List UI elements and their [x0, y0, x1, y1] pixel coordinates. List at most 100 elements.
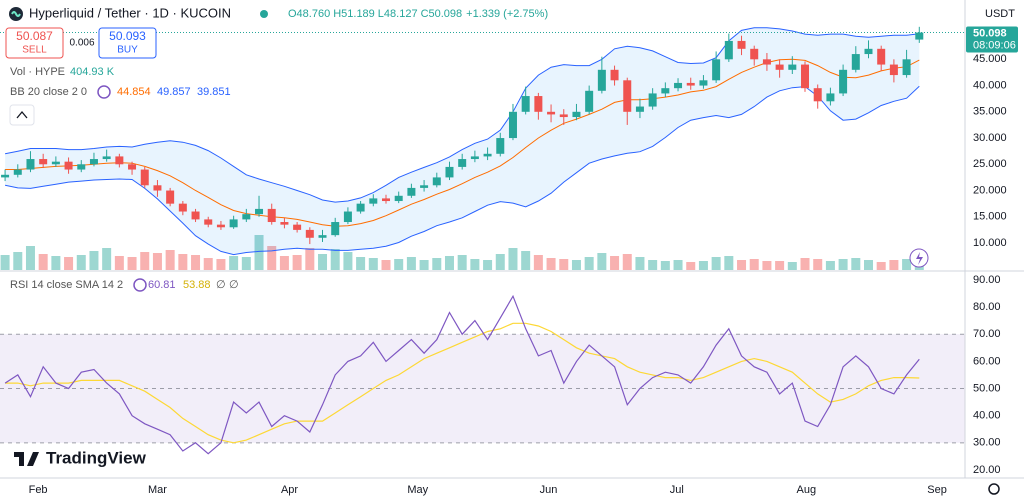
candle-body — [788, 64, 797, 70]
volume-bar — [432, 258, 442, 270]
y-tick-label: 35.000 — [973, 106, 1007, 118]
volume-bar — [864, 260, 873, 270]
volume-bar — [660, 261, 670, 270]
candle-body — [508, 111, 517, 139]
candle-body — [331, 222, 340, 236]
buy-button[interactable]: 50.093 BUY — [98, 27, 157, 59]
candle-body — [559, 114, 568, 118]
rsi-icon[interactable] — [133, 278, 147, 292]
candle-body — [255, 208, 264, 215]
volume-bar — [800, 258, 810, 270]
volume-bar — [102, 248, 112, 270]
currency[interactable]: USDT — [985, 8, 1015, 20]
y-tick-label: 90.00 — [973, 274, 1001, 286]
brand-name: TradingView — [46, 448, 147, 467]
volume-bar — [178, 254, 188, 270]
buy-label[interactable]: BUY — [117, 45, 138, 56]
y-tick-label: 40.000 — [973, 79, 1007, 91]
bb-icon[interactable] — [97, 85, 111, 99]
volume-legend-value: 404.93 K — [70, 66, 115, 78]
ohlc-change: +1.339 (+2.75%) — [466, 8, 548, 20]
candle-body — [432, 177, 441, 186]
bb-legend: BB 20 close 2 0 — [10, 86, 87, 98]
sell-price[interactable]: 50.087 — [16, 29, 53, 43]
ohlc-legend: O48.760 H51.189 L48.127 C50.098 +1.339 (+2.7… — [288, 8, 548, 20]
candle-body — [39, 159, 48, 165]
collapse-button[interactable] — [9, 104, 35, 126]
candle-body — [115, 156, 124, 165]
rsi-value: 60.81 — [148, 279, 176, 291]
candle-body — [712, 59, 721, 81]
candle-body — [902, 59, 911, 76]
volume-bar — [724, 256, 734, 270]
volume-bar — [165, 250, 175, 270]
candle-body — [851, 54, 860, 70]
y-tick-label: 20.00 — [973, 464, 1001, 476]
rsi-empty-value: ∅ — [229, 279, 239, 291]
candle-body — [356, 203, 365, 212]
candle-body — [13, 169, 22, 175]
candle-body — [191, 211, 200, 220]
volume-bar — [813, 259, 823, 270]
volume-bar — [25, 246, 35, 270]
candle-body — [458, 159, 467, 167]
volume-bar — [698, 261, 708, 270]
candle-body — [864, 48, 873, 55]
candle-body — [369, 198, 378, 204]
volume-bar — [914, 265, 924, 270]
volume-bar — [0, 255, 10, 270]
candle-body — [483, 153, 492, 157]
candle-body — [610, 69, 619, 81]
settings-icon[interactable] — [988, 483, 1000, 495]
volume-bar — [229, 256, 239, 270]
candle-body — [293, 224, 302, 230]
volume-bar — [508, 248, 518, 270]
volume-bar — [444, 256, 454, 270]
collapse-icon[interactable] — [16, 110, 28, 119]
candle-body — [204, 219, 213, 225]
volume-bar — [254, 235, 264, 270]
volume-bar — [76, 255, 86, 270]
volume-bar — [216, 259, 226, 270]
volume-bar — [356, 257, 366, 270]
volume-bar — [51, 256, 61, 270]
volume-bar — [381, 260, 391, 270]
candle-body — [813, 88, 822, 102]
volume-bar — [622, 254, 632, 270]
ohlc-high: H51.189 — [333, 8, 375, 20]
sell-box[interactable] — [5, 27, 64, 59]
buy-price[interactable]: 50.093 — [109, 29, 146, 43]
candle-body — [648, 93, 657, 107]
volume-bar — [38, 254, 48, 270]
volume-bar — [635, 257, 645, 270]
volume-bar — [140, 252, 150, 270]
candle-body — [77, 164, 86, 170]
volume-bar — [368, 258, 378, 270]
sell-label[interactable]: SELL — [22, 45, 47, 56]
volume-bar — [787, 262, 797, 270]
bb-lower-value: 39.851 — [197, 86, 231, 98]
y-tick-label: 60.00 — [973, 355, 1001, 367]
volume-bar — [673, 260, 683, 270]
volume-bar — [749, 259, 759, 270]
volume-bar — [152, 253, 162, 270]
volume-bar — [610, 256, 620, 270]
sell-button[interactable]: 50.087 SELL — [5, 27, 64, 59]
volume-bar — [648, 260, 658, 270]
volume-bar — [483, 260, 493, 270]
candle-body — [597, 69, 606, 91]
candle-body — [407, 187, 416, 196]
alert-icon-mark[interactable] — [916, 252, 923, 265]
candle-body — [343, 211, 352, 223]
y-tick-label: 45.000 — [973, 53, 1007, 65]
volume-bar — [114, 256, 124, 270]
candle-body — [775, 64, 784, 70]
candle-body — [153, 185, 162, 191]
symbol-title: Hyperliquid / Tether · 1D · KUCOIN — [29, 5, 231, 20]
buy-box[interactable] — [98, 27, 157, 59]
volume-bar — [825, 261, 835, 270]
y-tick-label: 40.00 — [973, 410, 1001, 422]
